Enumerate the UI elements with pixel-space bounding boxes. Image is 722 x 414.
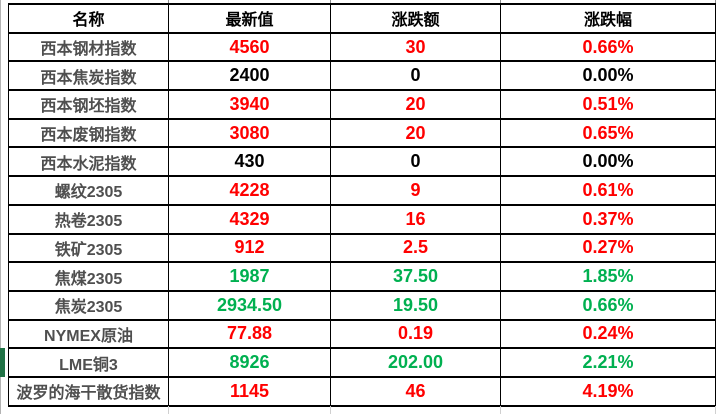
- cell-change-amount[interactable]: 30: [330, 31, 501, 63]
- cell-name[interactable]: 西本废钢指数: [8, 117, 169, 149]
- gridline-tick: [330, 0, 331, 3]
- cell-change-amount[interactable]: 0: [330, 60, 501, 92]
- gridline-tick: [500, 406, 501, 414]
- cell-latest-value[interactable]: 77.88: [168, 318, 331, 350]
- cell-change-amount[interactable]: 0.19: [330, 318, 501, 350]
- cell-latest-value[interactable]: 2934.50: [168, 289, 331, 321]
- table-row: 西本废钢指数 3080 20 0.65%: [8, 117, 716, 149]
- cell-latest-value[interactable]: 430: [168, 146, 331, 178]
- cell-latest-value[interactable]: 3080: [168, 117, 331, 149]
- column-header-1[interactable]: 名称: [8, 3, 169, 34]
- cell-name[interactable]: 西本水泥指数: [8, 146, 169, 178]
- cell-change-percent[interactable]: 0.00%: [500, 146, 716, 178]
- cell-name[interactable]: 螺纹2305: [8, 175, 169, 206]
- gridline-tick: [715, 0, 716, 3]
- cell-change-amount[interactable]: 0: [330, 146, 501, 178]
- table-body: 西本钢材指数 4560 30 0.66% 西本焦炭指数 2400 0 0.00% 西本钢坯指数 3…: [8, 31, 716, 407]
- cell-change-percent[interactable]: 0.00%: [500, 60, 716, 92]
- cell-change-amount[interactable]: 202.00: [330, 347, 501, 378]
- cell-name[interactable]: 西本钢材指数: [8, 31, 169, 63]
- cell-latest-value[interactable]: 3940: [168, 89, 331, 120]
- cell-change-percent[interactable]: 4.19%: [500, 375, 716, 407]
- cell-change-percent[interactable]: 2.21%: [500, 347, 716, 378]
- table-row: 波罗的海干散货指数 1145 46 4.19%: [8, 375, 716, 407]
- cell-change-percent[interactable]: 0.27%: [500, 232, 716, 264]
- gridline-tick: [330, 406, 331, 414]
- gridline-tick: [168, 406, 169, 414]
- cell-name[interactable]: 西本焦炭指数: [8, 60, 169, 92]
- cell-latest-value[interactable]: 4228: [168, 175, 331, 206]
- cell-name[interactable]: 焦煤2305: [8, 261, 169, 292]
- cell-name[interactable]: 西本钢坯指数: [8, 89, 169, 120]
- table-row: 西本焦炭指数 2400 0 0.00%: [8, 60, 716, 92]
- cell-name[interactable]: 铁矿2305: [8, 232, 169, 264]
- table-row: 铁矿2305 912 2.5 0.27%: [8, 232, 716, 264]
- table-row: 西本水泥指数 430 0 0.00%: [8, 146, 716, 178]
- cell-name[interactable]: 热卷2305: [8, 203, 169, 235]
- gridline-tick: [715, 406, 716, 414]
- window-left-edge: [0, 0, 1, 414]
- cell-latest-value[interactable]: 912: [168, 232, 331, 264]
- cell-name[interactable]: 波罗的海干散货指数: [8, 375, 169, 407]
- table-row: LME铜3 8926 202.00 2.21%: [8, 347, 716, 378]
- cell-change-amount[interactable]: 19.50: [330, 289, 501, 321]
- cell-change-percent[interactable]: 0.24%: [500, 318, 716, 350]
- cell-change-amount[interactable]: 37.50: [330, 261, 501, 292]
- table-row: 西本钢材指数 4560 30 0.66%: [8, 31, 716, 63]
- cell-change-percent[interactable]: 0.66%: [500, 31, 716, 63]
- cell-change-percent[interactable]: 0.65%: [500, 117, 716, 149]
- column-header-2[interactable]: 最新值: [168, 3, 331, 34]
- cell-change-amount[interactable]: 20: [330, 89, 501, 120]
- table-row: 热卷2305 4329 16 0.37%: [8, 203, 716, 235]
- cell-change-amount[interactable]: 16: [330, 203, 501, 235]
- cell-change-percent[interactable]: 0.37%: [500, 203, 716, 235]
- cell-latest-value[interactable]: 4329: [168, 203, 331, 235]
- column-header-4[interactable]: 涨跌幅: [500, 3, 716, 34]
- cell-name[interactable]: NYMEX原油: [8, 318, 169, 350]
- header-row: 名称 最新值 涨跌额 涨跌幅: [8, 3, 716, 34]
- cell-change-percent[interactable]: 0.61%: [500, 175, 716, 206]
- table-row: 焦炭2305 2934.50 19.50 0.66%: [8, 289, 716, 321]
- cell-change-percent[interactable]: 0.66%: [500, 289, 716, 321]
- cell-latest-value[interactable]: 4560: [168, 31, 331, 63]
- cell-change-amount[interactable]: 9: [330, 175, 501, 206]
- cell-change-amount[interactable]: 20: [330, 117, 501, 149]
- table-row: 螺纹2305 4228 9 0.61%: [8, 175, 716, 206]
- table-row: 西本钢坯指数 3940 20 0.51%: [8, 89, 716, 120]
- cell-change-amount[interactable]: 2.5: [330, 232, 501, 264]
- cell-latest-value[interactable]: 2400: [168, 60, 331, 92]
- gridline-tick: [168, 0, 169, 3]
- cell-name[interactable]: LME铜3: [8, 347, 169, 378]
- active-row-indicator: [0, 348, 5, 377]
- gridline-tick: [500, 0, 501, 3]
- table-row: 焦煤2305 1987 37.50 1.85%: [8, 261, 716, 292]
- table-row: NYMEX原油 77.88 0.19 0.24%: [8, 318, 716, 350]
- cell-change-percent[interactable]: 1.85%: [500, 261, 716, 292]
- column-header-3[interactable]: 涨跌额: [330, 3, 501, 34]
- cell-latest-value[interactable]: 1145: [168, 375, 331, 407]
- cell-latest-value[interactable]: 1987: [168, 261, 331, 292]
- price-table: 名称 最新值 涨跌额 涨跌幅 西本钢材指数 4560 30 0.66% 西本焦炭指数 2400 0…: [8, 3, 716, 407]
- cell-change-percent[interactable]: 0.51%: [500, 89, 716, 120]
- cell-name[interactable]: 焦炭2305: [8, 289, 169, 321]
- cell-change-amount[interactable]: 46: [330, 375, 501, 407]
- cell-latest-value[interactable]: 8926: [168, 347, 331, 378]
